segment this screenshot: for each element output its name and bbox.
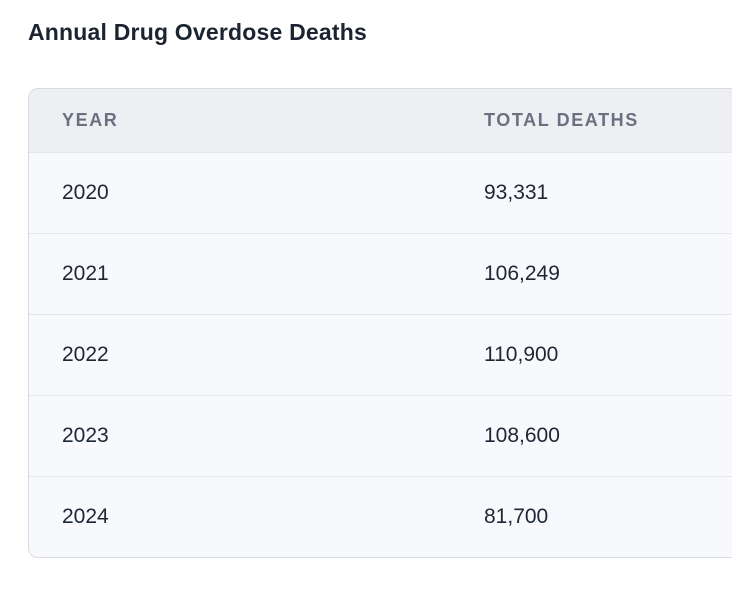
table-row: 2022 110,900 bbox=[29, 314, 732, 395]
table-header-row: YEAR TOTAL DEATHS bbox=[29, 89, 732, 152]
page-title: Annual Drug Overdose Deaths bbox=[28, 19, 367, 45]
deaths-cell: 106,249 bbox=[484, 262, 560, 285]
deaths-cell: 108,600 bbox=[484, 424, 560, 447]
column-header-total-deaths: TOTAL DEATHS bbox=[484, 110, 639, 130]
year-cell: 2023 bbox=[62, 424, 109, 447]
overdose-deaths-table: YEAR TOTAL DEATHS 2020 93,331 2021 106,2… bbox=[28, 88, 732, 558]
table-row: 2021 106,249 bbox=[29, 233, 732, 314]
table-row: 2023 108,600 bbox=[29, 395, 732, 476]
column-header-year: YEAR bbox=[62, 110, 119, 130]
year-cell: 2024 bbox=[62, 505, 109, 528]
table-row: 2024 81,700 bbox=[29, 476, 732, 557]
year-cell: 2021 bbox=[62, 262, 109, 285]
year-cell: 2022 bbox=[62, 343, 109, 366]
deaths-cell: 110,900 bbox=[484, 343, 559, 366]
deaths-cell: 81,700 bbox=[484, 505, 549, 528]
year-cell: 2020 bbox=[62, 181, 109, 204]
table-row: 2020 93,331 bbox=[29, 152, 732, 233]
deaths-cell: 93,331 bbox=[484, 181, 549, 204]
